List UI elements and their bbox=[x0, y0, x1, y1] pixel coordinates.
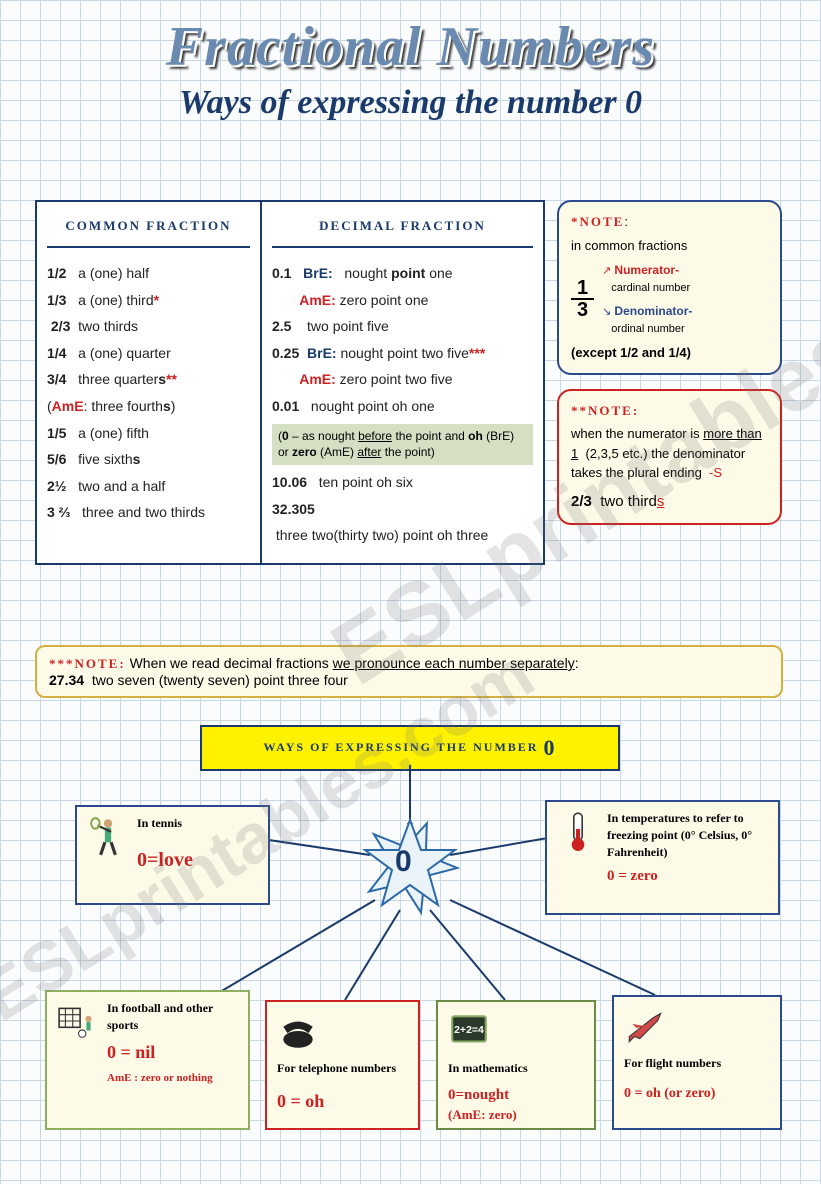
col-head-right: DECIMAL FRACTION bbox=[272, 210, 533, 248]
airplane-icon bbox=[624, 1005, 666, 1047]
note3-example: 27.34 two seven (twenty seven) point thr… bbox=[49, 672, 348, 688]
note2-text: when the numerator is more than 1 (2,3,5… bbox=[571, 424, 768, 483]
page-subtitle: Ways of expressing the number 0 bbox=[0, 84, 821, 122]
zero-box-phone: For telephone numbers0 = oh bbox=[265, 1000, 420, 1130]
note3-text: When we read decimal fractions we pronou… bbox=[130, 655, 579, 671]
football-icon bbox=[57, 1000, 99, 1042]
zero-box-maths: 2+2=4 In mathematics0=nought(AmE: zero) bbox=[436, 1000, 596, 1130]
thermometer-icon bbox=[557, 810, 599, 852]
note2-label: **NOTE: bbox=[571, 403, 639, 418]
ways-banner: WAYS OF EXPRESSING THE NUMBER 0 bbox=[200, 725, 620, 771]
zero-box-tennis: In tennis0=love bbox=[75, 805, 270, 905]
svg-text:2+2=4: 2+2=4 bbox=[454, 1024, 484, 1036]
right-rows: 0.1 BrE: nought point one AmE: zero poin… bbox=[272, 260, 533, 549]
main-content: COMMON FRACTION 1/2 a (one) half1/3 a (o… bbox=[35, 200, 782, 565]
tennis-icon bbox=[87, 815, 129, 857]
note1-except: (except 1/2 and 1/4) bbox=[571, 343, 768, 363]
note-box-2: **NOTE: when the numerator is more than … bbox=[557, 389, 782, 526]
col-head-left: COMMON FRACTION bbox=[47, 210, 250, 248]
side-notes: **NOTENOTE: in common fractions 13 ↗ Num… bbox=[557, 200, 782, 565]
fraction-table: COMMON FRACTION 1/2 a (one) half1/3 a (o… bbox=[35, 200, 545, 565]
note1-label: **NOTENOTE bbox=[571, 214, 624, 229]
note-box-1: **NOTENOTE: in common fractions 13 ↗ Num… bbox=[557, 200, 782, 375]
left-rows: 1/2 a (one) half1/3 a (one) third* 2/3 t… bbox=[47, 260, 250, 526]
blackboard-icon: 2+2=4 bbox=[448, 1010, 490, 1052]
note-box-3: ***NOTE: When we read decimal fractions … bbox=[35, 645, 783, 698]
page-title: Fractional Numbers bbox=[0, 15, 821, 79]
note2-example: 2/3 two thirds bbox=[571, 491, 768, 514]
note1-line1: in common fractions bbox=[571, 236, 768, 256]
fraction-icon: 13 bbox=[571, 278, 594, 320]
zero-box-flight: For flight numbers0 = oh (or zero) bbox=[612, 995, 782, 1130]
phone-icon bbox=[277, 1010, 319, 1052]
center-zero: 0 bbox=[395, 845, 412, 879]
zero-box-football: In football and other sports0 = nilAmE :… bbox=[45, 990, 250, 1130]
zero-box-temp: In temperatures to refer to freezing poi… bbox=[545, 800, 780, 915]
